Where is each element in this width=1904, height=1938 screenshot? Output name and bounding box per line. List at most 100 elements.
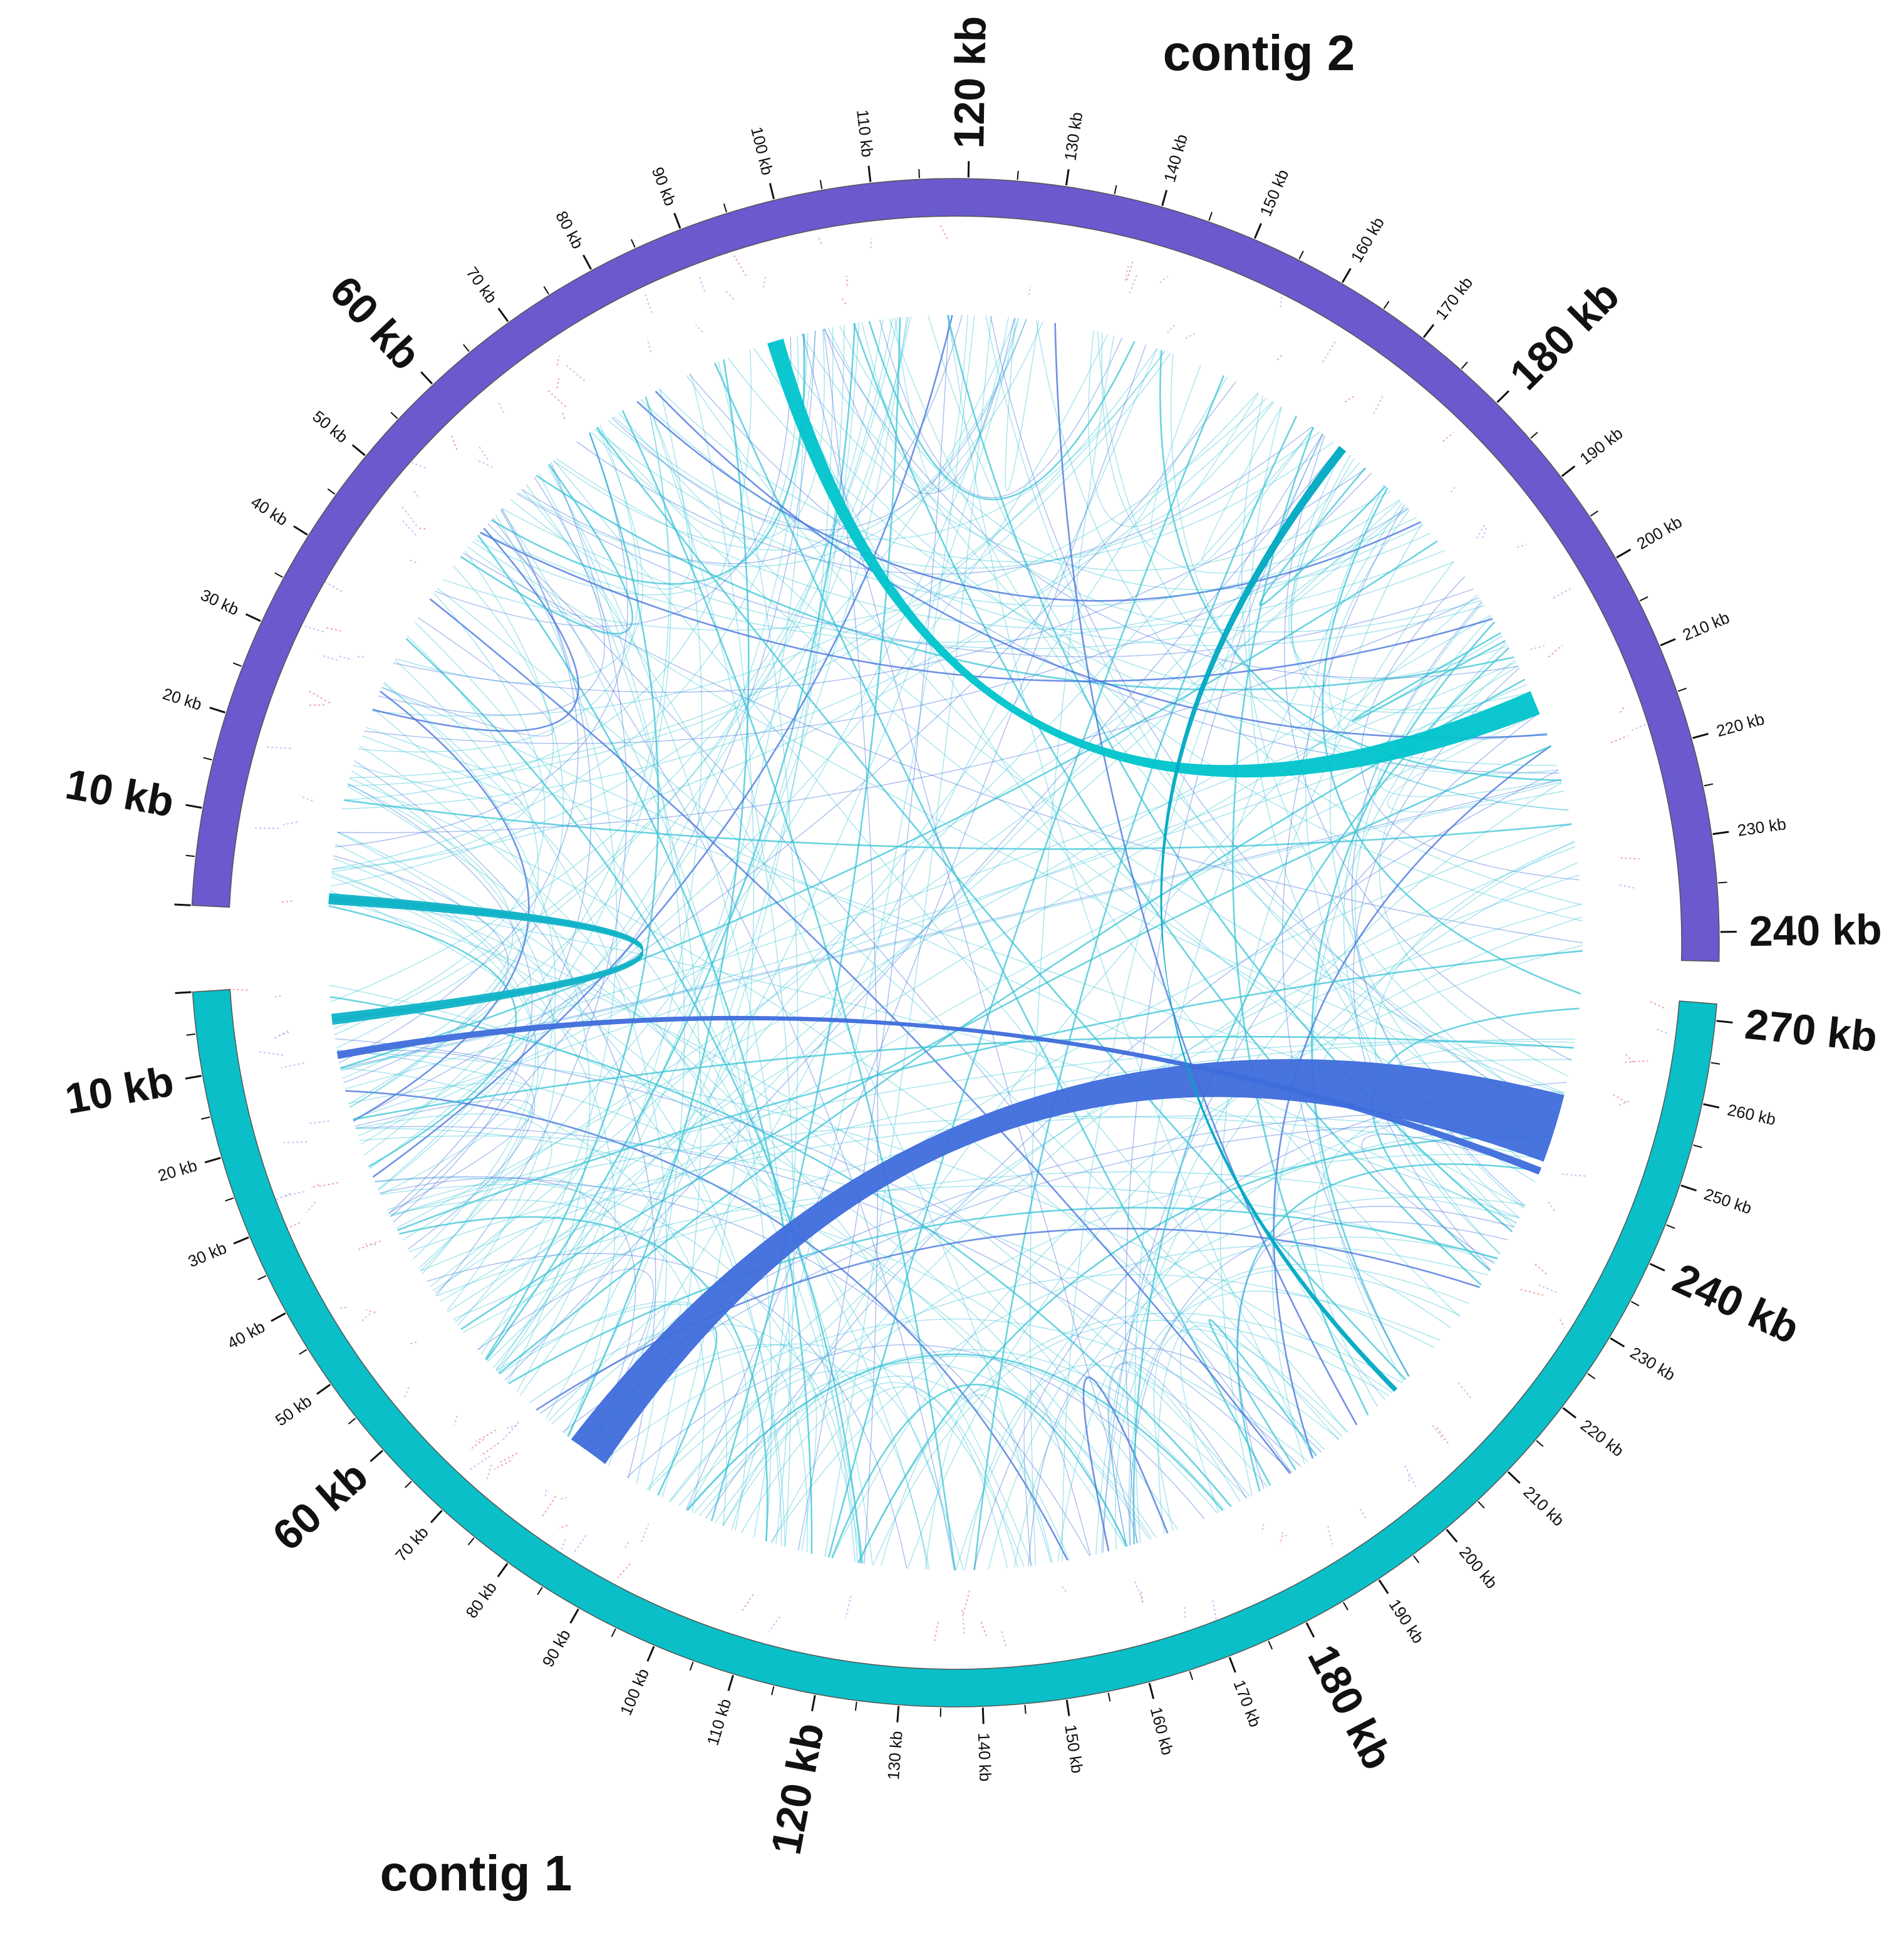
- minor-link: [881, 1387, 1127, 1567]
- variant-mark: [564, 364, 586, 381]
- minor-link: [336, 318, 893, 1049]
- minor-link: [500, 509, 772, 1542]
- tick-mark: [316, 1384, 331, 1395]
- minor-link: [640, 399, 1485, 646]
- variant-mark: [324, 626, 341, 632]
- minor-tick-label: 20 kb: [156, 1156, 199, 1185]
- variant-mark: [546, 389, 566, 408]
- major-tick-label: 10 kb: [61, 1057, 177, 1123]
- variant-mark: [741, 1594, 754, 1612]
- variant-mark: [641, 1523, 649, 1542]
- minor-link: [415, 622, 856, 1563]
- minor-tick-label: 80 kb: [552, 208, 587, 252]
- minor-link: [1151, 365, 1259, 535]
- minor-link: [485, 432, 660, 1360]
- tick-mark: [186, 1033, 195, 1036]
- minor-link: [1375, 841, 1575, 1255]
- minor-link: [347, 785, 931, 1570]
- major-tick-label: 270 kb: [1742, 1000, 1879, 1061]
- minor-link: [364, 396, 670, 1156]
- minor-link: [770, 1245, 1488, 1543]
- minor-link: [1343, 603, 1501, 1255]
- tick-mark: [1680, 1184, 1697, 1192]
- minor-tick-label: 100 kb: [747, 125, 777, 177]
- tick-mark: [1461, 361, 1468, 370]
- tick-mark: [497, 1563, 509, 1578]
- tick-mark: [537, 1587, 543, 1595]
- contig-2-label: contig 2: [1163, 25, 1355, 81]
- minor-tick-label: 170 kb: [1432, 273, 1477, 323]
- major-link-6[interactable]: [328, 893, 643, 1022]
- minor-link: [686, 1368, 817, 1552]
- tick-mark: [1342, 267, 1352, 283]
- minor-link: [453, 1171, 1519, 1320]
- minor-tick-label: 140 kb: [1160, 132, 1191, 184]
- variant-mark: [733, 254, 747, 276]
- minor-link: [430, 427, 1315, 1287]
- minor-link: [852, 323, 1482, 1286]
- major-tick-label: 10 kb: [62, 760, 178, 826]
- minor-link: [797, 315, 949, 1551]
- tick-mark: [1378, 1579, 1389, 1594]
- contig-1-ideogram[interactable]: [192, 989, 1717, 1707]
- tick-mark: [896, 1706, 900, 1723]
- major-link-1[interactable]: [767, 338, 1540, 778]
- variant-mark: [259, 1051, 284, 1056]
- minor-link: [477, 376, 1228, 1350]
- minor-link: [492, 517, 955, 1571]
- variant-mark: [1359, 1508, 1368, 1521]
- minor-link: [375, 1177, 862, 1563]
- variant-mark: [1625, 1060, 1648, 1063]
- variant-mark: [768, 1616, 780, 1632]
- minor-link: [1311, 621, 1496, 1377]
- variant-mark: [933, 1622, 939, 1644]
- minor-link: [329, 318, 1017, 887]
- minor-link: [383, 683, 873, 1565]
- minor-link: [576, 426, 1313, 575]
- variant-mark: [1001, 1631, 1007, 1647]
- tick-mark: [811, 1695, 816, 1712]
- minor-link: [517, 321, 1043, 567]
- minor-tick-label: 250 kb: [1702, 1184, 1754, 1218]
- major-link-3[interactable]: [336, 1015, 1542, 1175]
- minor-link: [339, 540, 1438, 1069]
- variant-mark: [494, 1460, 511, 1470]
- variant-mark: [409, 1341, 417, 1345]
- minor-link: [348, 319, 884, 1105]
- minor-link: [1023, 1390, 1091, 1566]
- minor-link: [502, 508, 1454, 650]
- variant-mark: [475, 1429, 497, 1443]
- major-link-4[interactable]: [1160, 445, 1398, 1392]
- minor-link: [358, 425, 639, 753]
- variant-mark: [403, 1387, 410, 1397]
- minor-link: [336, 1049, 1126, 1547]
- minor-link: [699, 1154, 1545, 1516]
- tick-mark: [225, 1197, 234, 1202]
- minor-tick-label: 170 kb: [1230, 1677, 1265, 1730]
- major-tick-label: 180 kb: [1298, 1637, 1402, 1777]
- minor-link: [528, 1323, 858, 1563]
- minor-tick-label: 200 kb: [1633, 512, 1685, 553]
- minor-link: [331, 871, 539, 1272]
- variant-mark: [1141, 1592, 1144, 1604]
- variant-mark: [1620, 705, 1626, 713]
- tick-mark: [463, 344, 470, 352]
- minor-link: [1351, 632, 1506, 722]
- variant-mark: [544, 1490, 547, 1499]
- minor-tick-label: 30 kb: [198, 585, 242, 619]
- minor-link: [1088, 330, 1275, 527]
- major-tick-label: 240 kb: [1749, 906, 1882, 955]
- minor-tick-label: 220 kb: [1714, 709, 1766, 740]
- variant-mark: [1476, 524, 1486, 539]
- minor-link: [1288, 1245, 1451, 1401]
- tick-mark: [1446, 1528, 1458, 1543]
- minor-link: [1115, 1290, 1435, 1550]
- minor-link: [1062, 434, 1324, 1562]
- tick-mark: [1114, 185, 1117, 195]
- variant-mark: [1126, 259, 1134, 281]
- contig-2-ideogram[interactable]: [191, 178, 1720, 962]
- variant-mark: [1625, 1054, 1634, 1063]
- variant-mark: [1610, 735, 1628, 744]
- major-link-2[interactable]: [571, 1059, 1565, 1464]
- minor-link: [602, 1319, 1309, 1463]
